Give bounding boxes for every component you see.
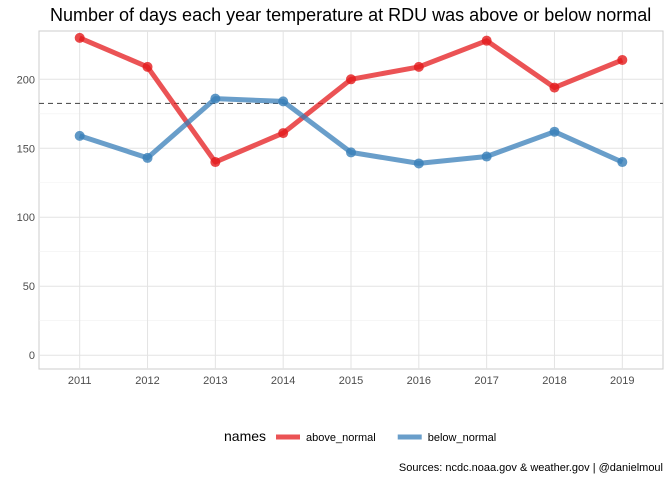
data-point-above-normal <box>481 35 492 46</box>
data-point-below-normal <box>346 147 356 158</box>
data-point-below-normal <box>481 151 492 162</box>
x-tick-label: 2012 <box>135 375 159 387</box>
data-point-above-normal <box>549 82 560 93</box>
x-tick-label: 2017 <box>474 375 498 387</box>
chart-title: Number of days each year temperature at … <box>50 5 651 25</box>
x-tick-label: 2011 <box>68 375 92 387</box>
data-point-above-normal <box>346 74 356 85</box>
x-tick-label: 2013 <box>203 375 227 387</box>
legend-label-below-normal: below_normal <box>428 432 496 444</box>
data-point-above-normal <box>210 157 221 168</box>
legend-items: above_normal below_normal <box>276 432 496 444</box>
y-tick-label: 100 <box>17 212 35 224</box>
data-point-below-normal <box>617 157 628 168</box>
data-point-below-normal <box>278 96 289 107</box>
data-point-below-normal <box>413 158 424 169</box>
y-tick-label: 0 <box>29 350 35 362</box>
data-point-below-normal <box>142 152 153 163</box>
legend-title: names <box>224 428 266 444</box>
data-point-below-normal <box>210 93 221 104</box>
y-tick-label: 50 <box>23 281 35 293</box>
y-tick-label: 150 <box>17 143 35 155</box>
data-point-above-normal <box>142 61 153 72</box>
data-point-above-normal <box>617 54 628 65</box>
legend: names above_normal below_normal <box>224 428 496 444</box>
data-point-below-normal <box>549 126 560 137</box>
plot-panel <box>38 30 664 370</box>
data-point-above-normal <box>278 128 289 139</box>
data-point-above-normal <box>413 61 424 72</box>
x-tick-label: 2019 <box>610 375 634 387</box>
chart-caption: Sources: ncdc.noaa.gov & weather.gov | @… <box>399 462 663 474</box>
y-tick-label: 200 <box>17 74 35 86</box>
legend-label-above-normal: above_normal <box>306 432 376 444</box>
x-tick-label: 2016 <box>407 375 431 387</box>
x-tick-label: 2018 <box>542 375 566 387</box>
x-tick-label: 2014 <box>271 375 295 387</box>
x-axis-tick-labels: 2011 2012 2013 2014 2015 2016 2017 2018 2019 <box>68 375 635 387</box>
x-tick-label: 2015 <box>339 375 363 387</box>
y-axis-tick-labels: 0 50 100 150 200 <box>17 74 35 362</box>
data-point-above-normal <box>74 32 85 43</box>
series-layer <box>74 32 628 169</box>
data-point-below-normal <box>74 130 85 141</box>
